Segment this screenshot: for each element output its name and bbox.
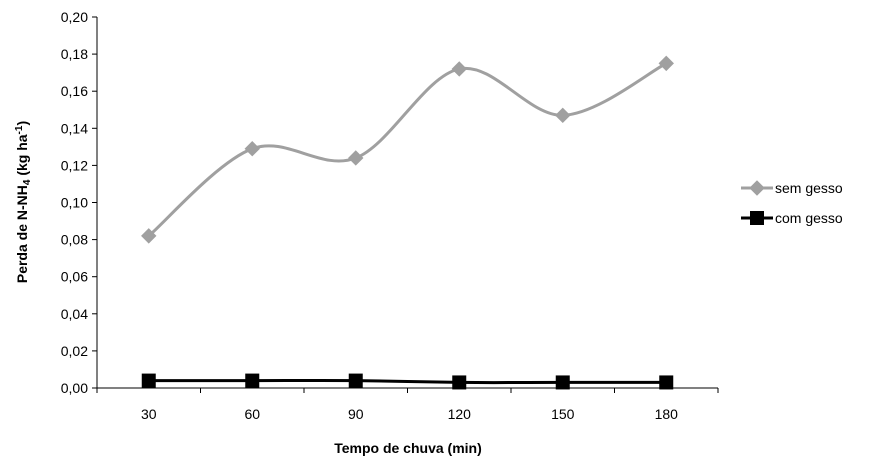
x-tick-label: 90: [348, 406, 364, 422]
x-tick-label: 30: [141, 406, 157, 422]
legend-label: com gesso: [775, 210, 843, 226]
data-point: [141, 373, 156, 388]
x-tick-label: 120: [448, 406, 472, 422]
y-tick-label: 0,02: [61, 343, 88, 359]
y-tick-label: 0,10: [61, 195, 88, 211]
data-point: [452, 375, 467, 390]
legend-item: sem gesso: [741, 180, 843, 196]
legend-label: sem gesso: [775, 180, 843, 196]
x-tick-label: 150: [551, 406, 575, 422]
y-tick-label: 0,12: [61, 157, 88, 173]
y-tick-label: 0,06: [61, 269, 88, 285]
data-point: [659, 375, 674, 390]
series-sem-gesso: [141, 55, 674, 244]
y-tick-label: 0,14: [61, 120, 88, 136]
data-point: [348, 150, 364, 166]
y-tick-label: 0,20: [61, 9, 88, 25]
y-tick-label: 0,04: [61, 306, 88, 322]
legend: sem gesso com gesso: [741, 180, 843, 226]
y-axis-title-superscript: -1: [14, 125, 25, 134]
y-axis-title-close: ): [14, 121, 30, 126]
x-axis-title: Tempo de chuva (min): [334, 440, 482, 456]
data-point: [555, 375, 570, 390]
y-axis-title-main: Perda de N-NH: [14, 185, 30, 283]
series-line: [147, 62, 667, 238]
data-point: [658, 55, 674, 72]
data-point: [555, 107, 571, 124]
y-tick-label: 0,18: [61, 46, 88, 62]
data-point: [451, 61, 467, 77]
y-tick-label: 0,00: [61, 380, 88, 396]
y-ticks: 0,00 0,02 0,04 0,06 0,08 0,10 0,12 0,14 0,16 0,18…: [61, 9, 97, 396]
legend-marker: [749, 180, 765, 196]
x-ticks: 30 60 90 120 150 180: [96, 388, 719, 422]
data-point: [244, 140, 260, 157]
data-point: [245, 373, 260, 388]
series-group: [141, 55, 674, 390]
series-line: [148, 378, 667, 385]
legend-item: com gesso: [741, 210, 843, 226]
axes: [96, 17, 718, 389]
y-tick-label: 0,08: [61, 232, 88, 248]
legend-marker: [750, 211, 764, 225]
x-tick-label: 180: [655, 406, 679, 422]
y-axis-title: Perda de N-NH4 (kg ha-1): [14, 121, 33, 283]
y-axis-title-subscript: 4: [22, 179, 33, 185]
series-com-gesso: [141, 373, 674, 390]
data-point: [141, 228, 157, 244]
y-tick-label: 0,16: [61, 83, 88, 99]
x-tick-label: 60: [244, 406, 260, 422]
data-point: [348, 373, 363, 388]
y-axis-title-unit: (kg ha: [14, 134, 30, 179]
